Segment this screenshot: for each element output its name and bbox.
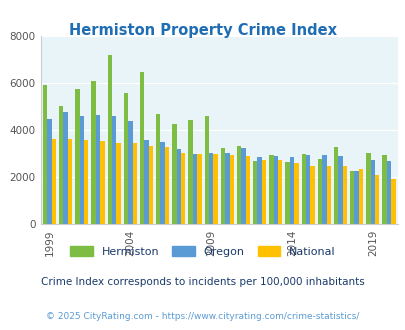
Bar (209, 153, 213, 224)
Bar (342, 166, 346, 224)
Bar (197, 154, 201, 224)
Bar (390, 179, 394, 224)
Bar (289, 157, 294, 224)
Bar (181, 153, 185, 224)
Bar (301, 154, 305, 224)
Bar (294, 163, 298, 224)
Bar (358, 169, 362, 224)
Bar (277, 160, 281, 224)
Bar (273, 156, 277, 224)
Bar (176, 149, 181, 224)
Bar (192, 154, 197, 224)
Bar (156, 114, 160, 224)
Bar (237, 146, 241, 224)
Bar (349, 172, 354, 224)
Bar (140, 72, 144, 224)
Bar (164, 147, 169, 224)
Bar (305, 155, 309, 224)
Bar (213, 154, 217, 224)
Bar (47, 118, 51, 224)
Bar (269, 155, 273, 224)
Bar (337, 156, 342, 224)
Bar (370, 160, 374, 224)
Bar (43, 84, 47, 224)
Bar (285, 162, 289, 224)
Bar (172, 124, 176, 224)
Bar (96, 115, 100, 224)
Bar (68, 139, 72, 224)
Bar (365, 153, 370, 224)
Bar (124, 93, 128, 224)
Text: Crime Index corresponds to incidents per 100,000 inhabitants: Crime Index corresponds to incidents per… (41, 277, 364, 287)
Bar (261, 160, 266, 224)
Legend: Hermiston, Oregon, National: Hermiston, Oregon, National (66, 242, 339, 261)
Bar (245, 156, 249, 224)
Bar (252, 161, 257, 224)
Bar (112, 116, 116, 224)
Bar (59, 106, 63, 224)
Bar (100, 141, 104, 224)
Bar (63, 112, 68, 224)
Bar (225, 153, 229, 224)
Bar (386, 161, 390, 224)
Bar (132, 143, 136, 224)
Bar (79, 116, 84, 224)
Bar (107, 55, 112, 224)
Bar (317, 159, 321, 224)
Bar (374, 175, 378, 224)
Bar (326, 166, 330, 224)
Bar (204, 116, 209, 224)
Bar (333, 147, 337, 224)
Text: © 2025 CityRating.com - https://www.cityrating.com/crime-statistics/: © 2025 CityRating.com - https://www.city… (46, 312, 359, 321)
Bar (51, 139, 56, 224)
Bar (257, 157, 261, 224)
Bar (241, 148, 245, 224)
Text: Hermiston Property Crime Index: Hermiston Property Crime Index (69, 23, 336, 38)
Bar (354, 172, 358, 224)
Bar (382, 155, 386, 224)
Bar (160, 142, 164, 224)
Bar (84, 140, 88, 224)
Bar (116, 143, 120, 224)
Bar (229, 155, 233, 224)
Bar (128, 121, 132, 224)
Bar (321, 155, 326, 224)
Bar (91, 81, 96, 224)
Bar (75, 89, 79, 224)
Bar (309, 166, 314, 224)
Bar (220, 148, 225, 224)
Bar (188, 120, 192, 224)
Bar (144, 140, 148, 224)
Bar (148, 146, 153, 224)
